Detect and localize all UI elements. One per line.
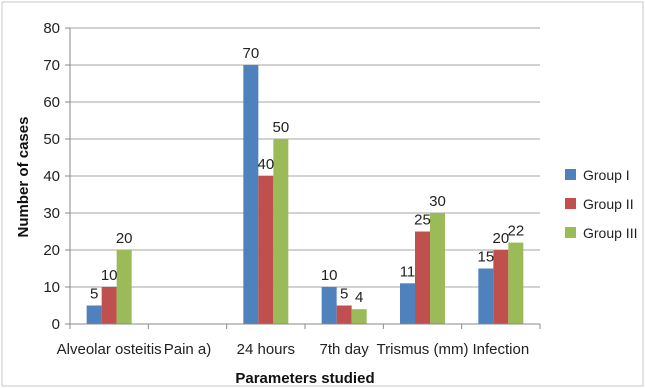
gridlines [70, 27, 540, 288]
bar [243, 65, 259, 324]
bar [273, 139, 289, 324]
y-tick-label: 40 [43, 168, 60, 185]
x-axis-title: Parameters studied [235, 370, 374, 387]
bar [430, 213, 445, 324]
y-tick-label: 70 [43, 57, 60, 74]
bar [493, 250, 509, 324]
legend-label: Group I [583, 167, 630, 183]
x-tick-label: Pain a) [164, 341, 212, 358]
x-tick-label: 7th day [320, 341, 370, 358]
y-tick-label: 10 [43, 279, 60, 296]
bar [478, 268, 494, 324]
data-label: 22 [507, 223, 524, 240]
data-label: 5 [90, 286, 98, 303]
legend: Group I Group II Group III [565, 167, 637, 241]
y-tick-label: 50 [43, 131, 60, 148]
y-tick-label: 30 [43, 205, 60, 222]
x-tick-label: Infection [472, 341, 529, 358]
data-label: 70 [242, 45, 259, 62]
data-label: 50 [272, 119, 289, 136]
bar [508, 242, 524, 324]
bar [351, 309, 367, 324]
x-axis-ticks: Alveolar osteitis Pain a) 24 hours 7th day T… [57, 324, 541, 358]
bar [400, 283, 415, 324]
data-label: 5 [340, 286, 348, 303]
bar [415, 231, 430, 324]
data-label: 4 [355, 289, 363, 306]
legend-label: Group II [583, 196, 634, 212]
y-axis-title: Number of cases [15, 117, 32, 238]
bars [86, 65, 524, 324]
legend-swatch [565, 198, 576, 209]
data-label: 15 [477, 249, 494, 266]
data-label: 30 [429, 193, 446, 210]
y-axis-ticks: 0 10 20 30 40 50 60 70 80 [43, 20, 70, 333]
data-label: 10 [101, 267, 118, 284]
bar [116, 250, 132, 324]
x-tick-label: Trismus (mm) [377, 341, 469, 358]
y-tick-label: 20 [43, 242, 60, 259]
bar [321, 287, 337, 324]
bar [336, 305, 352, 324]
data-label: 10 [321, 267, 338, 284]
data-label: 11 [400, 263, 416, 280]
y-tick-label: 80 [43, 20, 60, 37]
y-tick-label: 0 [52, 316, 60, 333]
legend-label: Group III [583, 225, 637, 241]
data-label: 25 [414, 212, 431, 229]
data-label: 20 [492, 230, 509, 247]
legend-swatch [565, 169, 576, 180]
data-label: 40 [257, 156, 274, 173]
y-tick-label: 60 [43, 94, 60, 111]
x-tick-label: Alveolar osteitis [57, 341, 162, 358]
bar [101, 287, 117, 324]
data-label: 20 [116, 230, 133, 247]
bar [86, 305, 102, 324]
legend-swatch [565, 227, 576, 238]
bar [258, 176, 274, 324]
x-tick-label: 24 hours [237, 341, 295, 358]
